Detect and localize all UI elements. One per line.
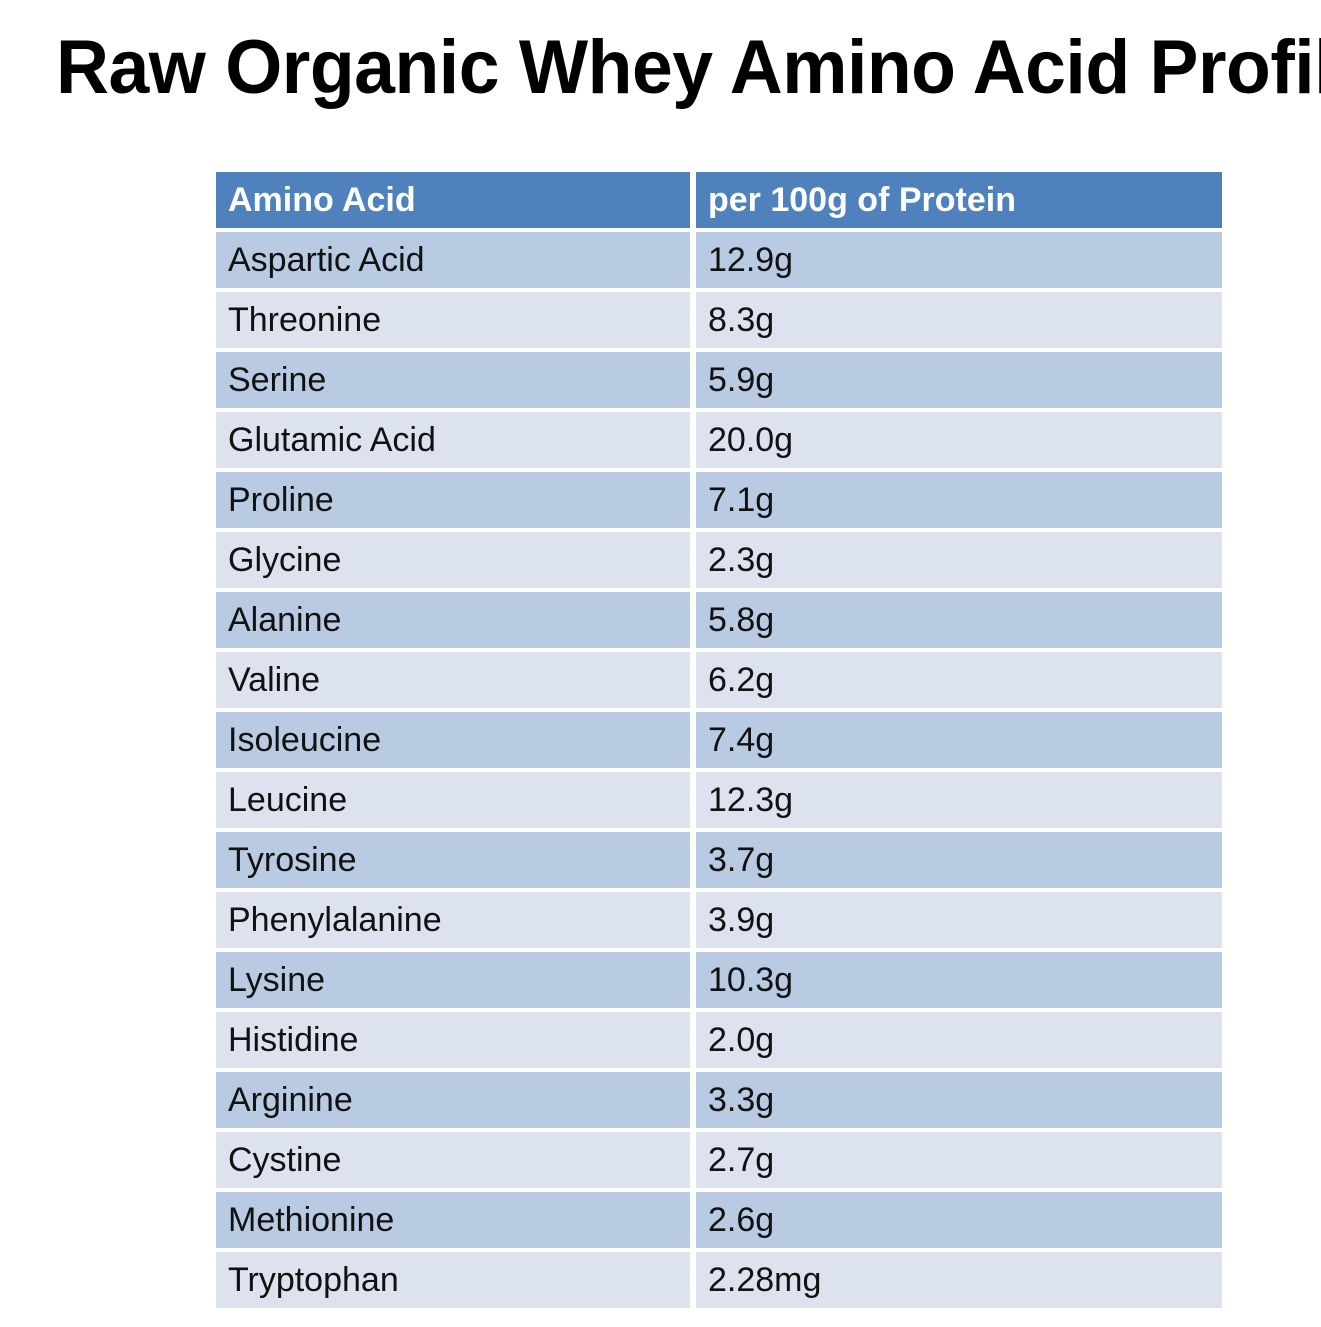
cell-amount-value: 10.3g — [696, 952, 1222, 1008]
cell-amino-acid-name: Isoleucine — [216, 712, 690, 768]
column-header-per-100g: per 100g of Protein — [696, 172, 1222, 228]
table-row: Arginine 3.3g — [216, 1072, 1222, 1128]
table-row: Phenylalanine 3.9g — [216, 892, 1222, 948]
cell-amino-acid-name: Histidine — [216, 1012, 690, 1068]
table-row: Glycine 2.3g — [216, 532, 1222, 588]
cell-amount-value: 2.3g — [696, 532, 1222, 588]
cell-amino-acid-name: Phenylalanine — [216, 892, 690, 948]
cell-amino-acid-name: Alanine — [216, 592, 690, 648]
table-row: Alanine 5.8g — [216, 592, 1222, 648]
table-row: Valine 6.2g — [216, 652, 1222, 708]
cell-amount-value: 2.28mg — [696, 1252, 1222, 1308]
cell-amino-acid-name: Proline — [216, 472, 690, 528]
table-row: Tyrosine 3.7g — [216, 832, 1222, 888]
table-row: Histidine 2.0g — [216, 1012, 1222, 1068]
cell-amount-value: 3.7g — [696, 832, 1222, 888]
cell-amino-acid-name: Glutamic Acid — [216, 412, 690, 468]
cell-amino-acid-name: Valine — [216, 652, 690, 708]
cell-amino-acid-name: Glycine — [216, 532, 690, 588]
cell-amino-acid-name: Leucine — [216, 772, 690, 828]
cell-amount-value: 2.7g — [696, 1132, 1222, 1188]
cell-amount-value: 20.0g — [696, 412, 1222, 468]
cell-amino-acid-name: Cystine — [216, 1132, 690, 1188]
cell-amino-acid-name: Arginine — [216, 1072, 690, 1128]
cell-amino-acid-name: Lysine — [216, 952, 690, 1008]
cell-amount-value: 5.8g — [696, 592, 1222, 648]
cell-amount-value: 5.9g — [696, 352, 1222, 408]
cell-amount-value: 2.6g — [696, 1192, 1222, 1248]
table-header-row: Amino Acid per 100g of Protein — [216, 172, 1222, 228]
table-row: Isoleucine 7.4g — [216, 712, 1222, 768]
table-row: Cystine 2.7g — [216, 1132, 1222, 1188]
cell-amount-value: 6.2g — [696, 652, 1222, 708]
cell-amino-acid-name: Serine — [216, 352, 690, 408]
cell-amount-value: 2.0g — [696, 1012, 1222, 1068]
cell-amount-value: 12.9g — [696, 232, 1222, 288]
table-row: Tryptophan 2.28mg — [216, 1252, 1222, 1308]
cell-amino-acid-name: Aspartic Acid — [216, 232, 690, 288]
cell-amino-acid-name: Tyrosine — [216, 832, 690, 888]
table-row: Leucine 12.3g — [216, 772, 1222, 828]
table-row: Glutamic Acid 20.0g — [216, 412, 1222, 468]
table-row: Proline 7.1g — [216, 472, 1222, 528]
table-row: Serine 5.9g — [216, 352, 1222, 408]
cell-amount-value: 7.4g — [696, 712, 1222, 768]
column-header-amino-acid: Amino Acid — [216, 172, 690, 228]
table-row: Threonine 8.3g — [216, 292, 1222, 348]
amino-acid-table: Amino Acid per 100g of Protein Aspartic … — [216, 172, 1222, 1312]
cell-amount-value: 3.3g — [696, 1072, 1222, 1128]
table-body: Aspartic Acid 12.9g Threonine 8.3g Serine 5.9… — [216, 232, 1222, 1308]
table-row: Aspartic Acid 12.9g — [216, 232, 1222, 288]
table-row: Methionine 2.6g — [216, 1192, 1222, 1248]
cell-amino-acid-name: Methionine — [216, 1192, 690, 1248]
page-title: Raw Organic Whey Amino Acid Profile — [56, 25, 1321, 110]
cell-amino-acid-name: Tryptophan — [216, 1252, 690, 1308]
cell-amount-value: 8.3g — [696, 292, 1222, 348]
cell-amount-value: 12.3g — [696, 772, 1222, 828]
cell-amount-value: 7.1g — [696, 472, 1222, 528]
table-row: Lysine 10.3g — [216, 952, 1222, 1008]
cell-amount-value: 3.9g — [696, 892, 1222, 948]
cell-amino-acid-name: Threonine — [216, 292, 690, 348]
